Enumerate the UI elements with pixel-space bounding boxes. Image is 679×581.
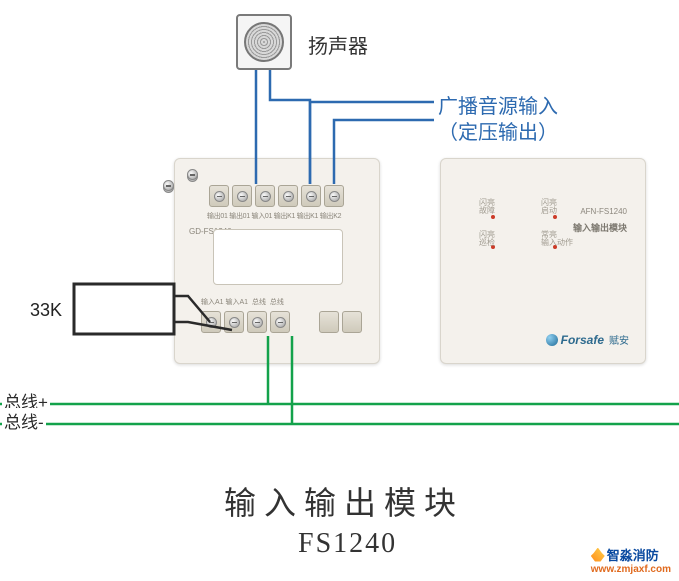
resistor-value-label: 33K <box>30 300 62 321</box>
forsafe-logo-cn: 赋安 <box>609 332 629 347</box>
module-base-plate: 输出01 输出01 输入01 输出K1 输出K1 输出K2 GD-FS1240 … <box>174 158 380 364</box>
terminal <box>278 185 298 207</box>
cover-title-text: 输入输出模块 <box>573 221 627 234</box>
led-label-br: 常亮输入动作 <box>541 231 573 247</box>
broadcast-annot-line1: 广播音源输入 <box>438 90 558 119</box>
forsafe-logo: Forsafe 赋安 <box>546 332 629 347</box>
speaker-icon <box>236 14 292 70</box>
terminal <box>301 185 321 207</box>
bottom-terminal-row-right <box>319 311 362 333</box>
terminal <box>324 185 344 207</box>
watermark: 智淼消防 www.zmjaxf.com <box>591 545 671 575</box>
forsafe-logo-text: Forsafe <box>561 333 604 347</box>
terminal <box>255 185 275 207</box>
corner-screw <box>163 180 174 191</box>
watermark-top: 智淼消防 <box>591 545 671 564</box>
led-start <box>553 215 557 219</box>
terminal <box>270 311 290 333</box>
terminal <box>201 311 221 333</box>
speaker-grill <box>244 22 284 62</box>
watermark-url: www.zmjaxf.com <box>591 564 671 575</box>
corner-screw <box>187 169 198 180</box>
terminal <box>209 185 229 207</box>
bus-minus-label: 总线- <box>2 408 46 433</box>
cover-model-text: AFN-FS1240 <box>580 207 627 216</box>
terminal <box>224 311 244 333</box>
led-label-tl: 闪亮故障 <box>479 199 495 215</box>
watermark-flame-icon <box>591 548 605 562</box>
top-terminal-row <box>209 185 344 207</box>
diagram-title: 输入输出模块 <box>224 478 464 524</box>
forsafe-logo-ball <box>546 334 558 346</box>
diagram-model: FS1240 <box>298 528 397 560</box>
terminal <box>247 311 267 333</box>
led-label-tr: 闪亮启动 <box>541 199 557 215</box>
terminal-blank <box>342 311 362 333</box>
speaker-label: 扬声器 <box>308 30 368 59</box>
terminal-blank <box>319 311 339 333</box>
terminal <box>232 185 252 207</box>
module-cover: 闪亮故障 闪亮启动 闪亮巡检 常亮输入动作 AFN-FS1240 输入输出模块 … <box>440 158 646 364</box>
bottom-term-labels: 输入A1 输入A1 总线 总线 <box>201 297 284 307</box>
led-label-bl: 闪亮巡检 <box>479 231 495 247</box>
led-fault <box>491 215 495 219</box>
top-term-labels: 输出01 输出01 输入01 输出K1 输出K1 输出K2 <box>207 211 341 221</box>
center-cutout <box>213 229 343 285</box>
bottom-terminal-row-left <box>201 311 290 333</box>
broadcast-annot-line2: （定压输出） <box>438 116 558 145</box>
